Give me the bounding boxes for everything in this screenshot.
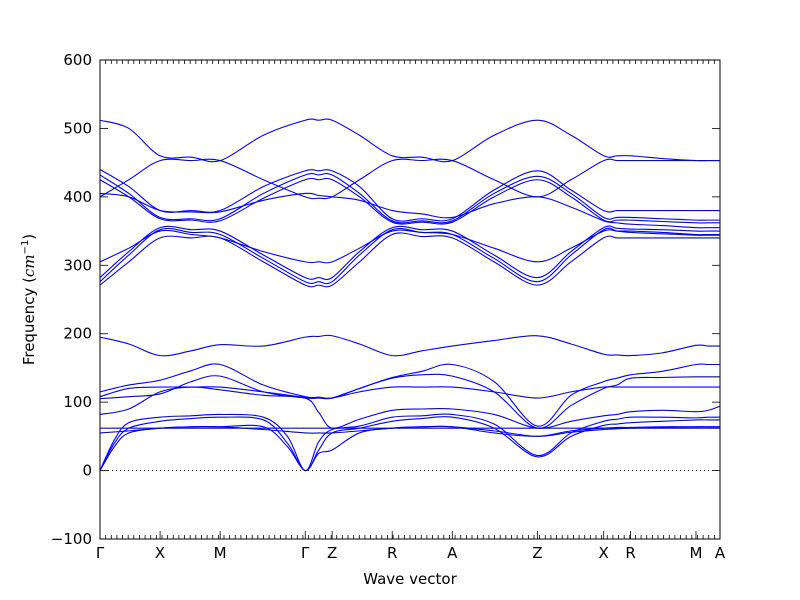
band-lines <box>99 118 721 472</box>
x-tick-label: A <box>715 544 726 562</box>
y-axis-ticks: −100 0 100 200 300 400 500 600 <box>51 51 720 548</box>
x-tick-label: Z <box>532 544 542 562</box>
band-10 <box>99 232 720 288</box>
x-tick-label: X <box>599 544 609 562</box>
y-tick-label: 200 <box>63 325 92 343</box>
y-axis-label-exponent: −1 <box>20 240 31 255</box>
band-20 <box>99 425 720 437</box>
y-tick-label: 300 <box>63 256 92 274</box>
band-11 <box>99 334 721 357</box>
x-tick-label: Γ <box>96 544 105 562</box>
band-15 <box>99 386 721 429</box>
band-1 <box>99 118 720 163</box>
y-tick-label: −100 <box>51 530 92 548</box>
y-tick-label: 400 <box>63 188 92 206</box>
band-17 <box>99 416 720 472</box>
band-18 <box>99 424 720 472</box>
x-tick-label: Γ <box>301 544 310 562</box>
y-axis-label-base: Frequency ( <box>20 277 38 365</box>
x-tick-label: R <box>625 544 635 562</box>
x-tick-label: R <box>387 544 397 562</box>
x-tick-label: Z <box>327 544 337 562</box>
x-tick-label: M <box>689 544 702 562</box>
x-axis-label: Wave vector <box>363 570 457 588</box>
x-tick-label: A <box>447 544 458 562</box>
band-8 <box>99 225 720 281</box>
band-13 <box>99 386 720 399</box>
y-tick-label: 600 <box>63 51 92 69</box>
y-tick-label: 0 <box>82 462 92 480</box>
band-6 <box>99 192 720 229</box>
plot-frame <box>99 59 721 540</box>
y-axis-label: Frequency (cm−1) <box>20 234 38 365</box>
band-9 <box>99 227 720 285</box>
y-axis-label-unit: cm <box>20 254 38 277</box>
band-5 <box>99 177 720 225</box>
band-2 <box>99 158 720 200</box>
x-tick-label: X <box>155 544 165 562</box>
y-tick-label: 100 <box>63 393 92 411</box>
band-4 <box>99 173 721 224</box>
band-14 <box>99 373 720 429</box>
band-16 <box>99 413 721 472</box>
y-axis-label-close: ) <box>20 234 38 240</box>
x-tick-label: M <box>214 544 227 562</box>
band-12 <box>99 363 720 427</box>
y-tick-label: 500 <box>63 119 92 137</box>
